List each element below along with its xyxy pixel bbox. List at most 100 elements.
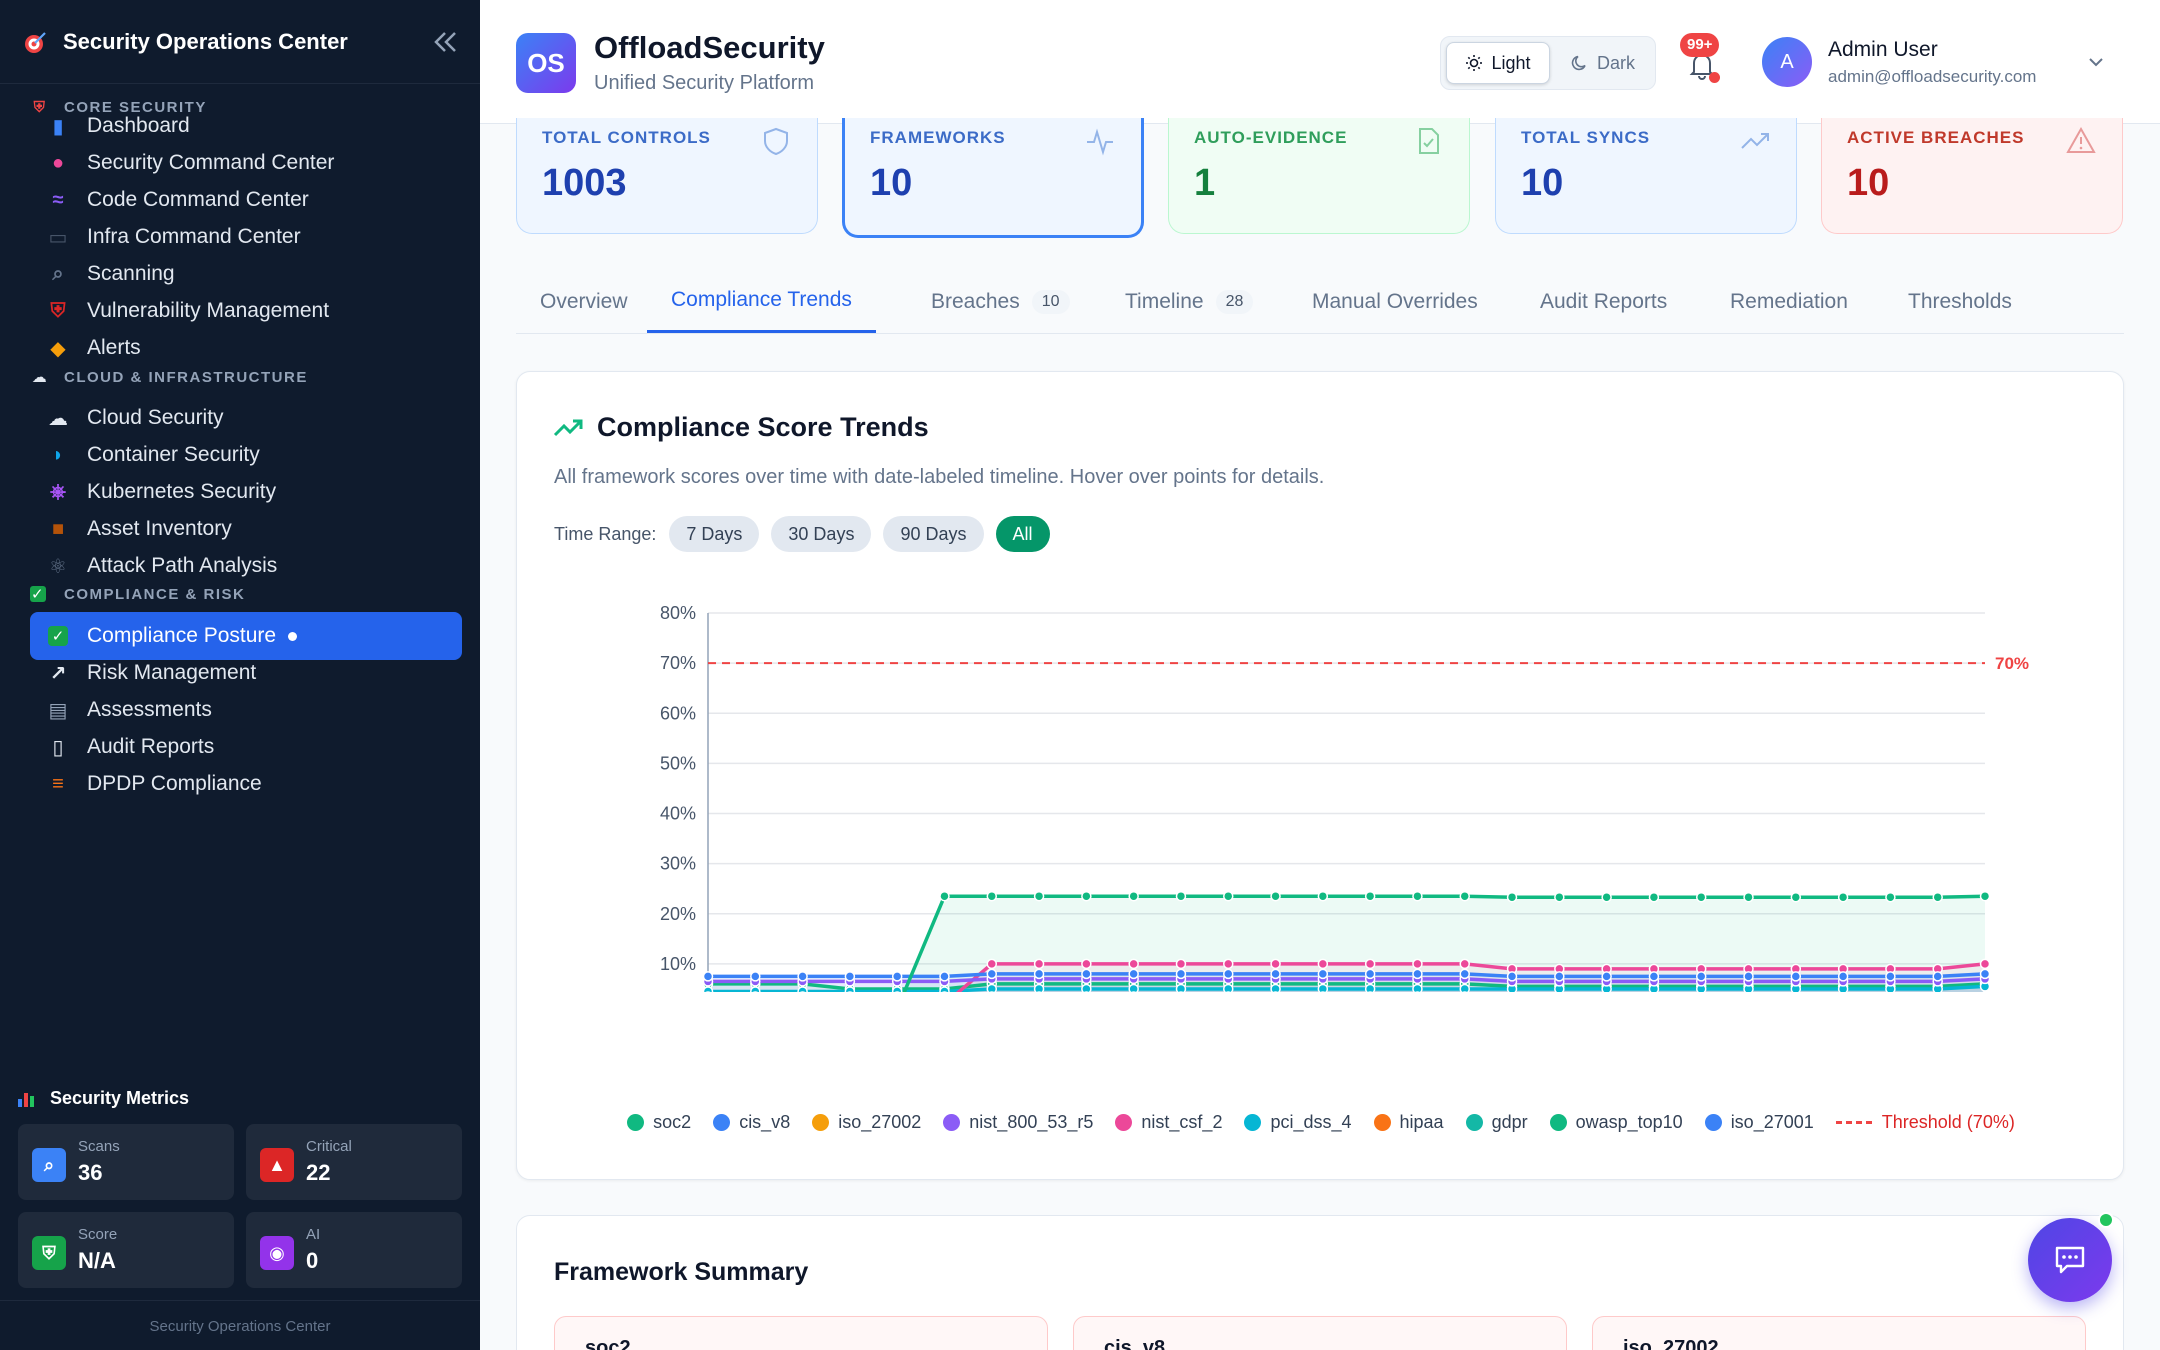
sidebar-item-compliance-posture[interactable]: ✓ Compliance Posture [30,612,462,660]
legend-item-soc2[interactable]: soc2 [627,1112,691,1133]
sidebar-item-kubernetes-security[interactable]: ⎈ Kubernetes Security [30,468,462,516]
user-name[interactable]: Admin User [1828,38,1938,61]
data-point[interactable] [1317,890,1329,902]
theme-dark-button[interactable]: Dark [1555,42,1651,84]
legend-item-nist_csf_2[interactable]: nist_csf_2 [1115,1112,1222,1133]
data-point[interactable] [1885,891,1896,903]
metric-card-ai[interactable]: ◉ AI 0 [246,1212,462,1288]
data-point[interactable] [1128,958,1139,970]
data-point[interactable] [1412,958,1423,970]
data-point[interactable] [1412,968,1423,980]
data-point[interactable] [1270,983,1281,992]
data-point[interactable] [1270,968,1281,980]
sidebar-item-container-security[interactable]: ◗ Container Security [30,431,462,479]
data-point[interactable] [1081,890,1092,902]
data-point[interactable] [1081,983,1092,992]
data-point[interactable] [797,971,808,982]
data-point[interactable] [1128,983,1139,992]
stat-card-total-syncs[interactable]: TOTAL SYNCS 10 [1495,118,1797,234]
data-point[interactable] [939,986,950,992]
legend-item-iso_27001[interactable]: iso_27001 [1704,1112,1814,1133]
data-point[interactable] [1128,968,1139,980]
data-point[interactable] [1175,968,1187,980]
data-point[interactable] [1932,971,1943,982]
data-point[interactable] [1554,971,1565,982]
tab-thresholds[interactable]: Thresholds [1908,270,2012,334]
data-point[interactable] [1790,891,1802,903]
data-point[interactable] [1364,983,1376,992]
legend-item-owasp_top10[interactable]: owasp_top10 [1549,1112,1683,1133]
data-point[interactable] [1223,983,1234,992]
framework-summary-item[interactable]: cis_v8 [1073,1316,1567,1350]
data-point[interactable] [844,971,856,982]
range-all-button[interactable]: All [995,516,1050,552]
sidebar-item-assessments[interactable]: ▤ Assessments [30,686,462,734]
sidebar-item-dashboard[interactable]: ▮ Dashboard [30,102,462,150]
data-point[interactable] [1459,958,1470,970]
stat-card-total-controls[interactable]: TOTAL CONTROLS 1003 [516,118,818,234]
data-point[interactable] [1979,958,1991,970]
metric-card-score[interactable]: ⛨ Score N/A [18,1212,234,1288]
data-point[interactable] [1601,891,1612,903]
tab-audit-reports[interactable]: Audit Reports [1540,270,1667,334]
legend-item-cis_v8[interactable]: cis_v8 [713,1112,790,1133]
data-point[interactable] [1175,958,1187,970]
stat-card-active-breaches[interactable]: ACTIVE BREACHES 10 [1821,118,2123,234]
sidebar-item-vulnerability-management[interactable]: ⛨ Vulnerability Management [30,287,462,335]
sidebar-item-audit-reports[interactable]: ▯ Audit Reports [30,723,462,771]
data-point[interactable] [891,986,903,992]
data-point[interactable] [1837,971,1849,982]
data-point[interactable] [1695,891,1707,903]
data-point[interactable] [1412,983,1423,992]
data-point[interactable] [1601,971,1612,982]
data-point[interactable] [702,986,714,992]
sidebar-item-infra-command-center[interactable]: ▭ Infra Command Center [30,213,462,261]
data-point[interactable] [797,986,808,992]
data-point[interactable] [1128,890,1139,902]
tab-breaches[interactable]: Breaches 10 [931,270,1070,334]
tab-overview[interactable]: Overview [540,270,628,334]
data-point[interactable] [1459,968,1470,980]
data-point[interactable] [1364,968,1376,980]
theme-light-button[interactable]: Light [1446,42,1550,84]
data-point[interactable] [1979,968,1991,980]
sidebar-item-dpdp-compliance[interactable]: ≡ DPDP Compliance [30,760,462,808]
sidebar-item-attack-path-analysis[interactable]: ⚛ Attack Path Analysis [30,542,462,590]
range-90-days-button[interactable]: 90 Days [883,516,984,552]
data-point[interactable] [1033,958,1045,970]
data-point[interactable] [1790,971,1802,982]
sidebar-item-asset-inventory[interactable]: ■ Asset Inventory [30,505,462,553]
data-point[interactable] [1554,891,1565,903]
tab-manual-overrides[interactable]: Manual Overrides [1312,270,1478,334]
data-point[interactable] [1317,958,1329,970]
data-point[interactable] [1270,958,1281,970]
chat-button[interactable] [2028,1218,2112,1302]
legend-item-nist_800_53_r5[interactable]: nist_800_53_r5 [943,1112,1093,1133]
tab-timeline[interactable]: Timeline 28 [1125,270,1254,334]
stat-card-auto-evidence[interactable]: AUTO-EVIDENCE 1 [1168,118,1470,234]
sidebar-item-security-command-center[interactable]: ● Security Command Center [30,139,462,187]
data-point[interactable] [891,971,903,982]
data-point[interactable] [1743,891,1754,903]
data-point[interactable] [986,890,998,902]
data-point[interactable] [1175,890,1187,902]
tab-compliance-trends[interactable]: Compliance Trends [647,270,876,333]
data-point[interactable] [1837,891,1849,903]
range-30-days-button[interactable]: 30 Days [771,516,872,552]
legend-item-gdpr[interactable]: gdpr [1465,1112,1528,1133]
sidebar-item-alerts[interactable]: ◆ Alerts [30,324,462,372]
data-point[interactable] [1270,890,1281,902]
legend-item-hipaa[interactable]: hipaa [1373,1112,1444,1133]
data-point[interactable] [1223,958,1234,970]
data-point[interactable] [1081,968,1092,980]
data-point[interactable] [986,983,998,992]
sidebar-item-risk-management[interactable]: ↗ Risk Management [30,649,462,697]
legend-item-threshold[interactable]: Threshold (70%) [1835,1112,2015,1133]
data-point[interactable] [1033,968,1045,980]
data-point[interactable] [939,890,950,902]
collapse-sidebar-icon[interactable] [430,28,460,56]
metric-card-scans[interactable]: ⌕ Scans 36 [18,1124,234,1200]
metric-card-critical[interactable]: ▲ Critical 22 [246,1124,462,1200]
data-point[interactable] [986,958,998,970]
data-point[interactable] [1317,968,1329,980]
